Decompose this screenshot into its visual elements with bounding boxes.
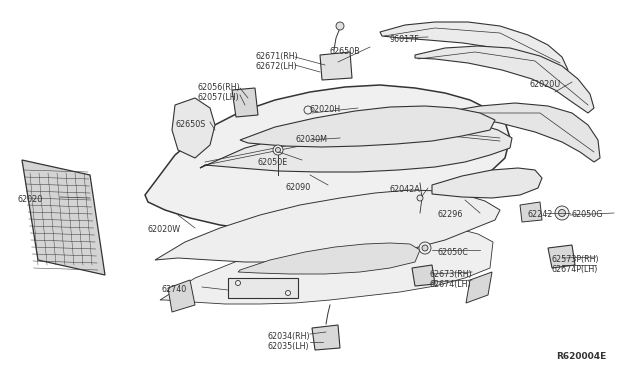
Polygon shape <box>320 52 352 80</box>
Text: 62671(RH): 62671(RH) <box>255 52 298 61</box>
Polygon shape <box>415 46 594 113</box>
Polygon shape <box>312 325 340 350</box>
Polygon shape <box>22 160 105 275</box>
Text: 62573P(RH): 62573P(RH) <box>552 255 600 264</box>
Polygon shape <box>466 272 492 303</box>
Polygon shape <box>432 168 542 198</box>
Text: 62672(LH): 62672(LH) <box>255 62 297 71</box>
Polygon shape <box>548 245 575 268</box>
Text: 62020: 62020 <box>18 195 44 204</box>
Circle shape <box>336 22 344 30</box>
Text: 62673(RH): 62673(RH) <box>430 270 473 279</box>
Polygon shape <box>520 202 542 222</box>
Polygon shape <box>238 243 420 274</box>
Circle shape <box>236 280 241 285</box>
Text: 96017F: 96017F <box>390 35 420 44</box>
Text: 62035(LH): 62035(LH) <box>268 342 310 351</box>
Text: 62020U: 62020U <box>530 80 561 89</box>
Polygon shape <box>228 278 298 298</box>
Text: 62674P(LH): 62674P(LH) <box>552 265 598 274</box>
Text: 62020W: 62020W <box>148 225 181 234</box>
Text: 62020H: 62020H <box>310 105 341 114</box>
Polygon shape <box>380 22 568 75</box>
Circle shape <box>559 209 566 217</box>
Text: 62242: 62242 <box>528 210 554 219</box>
Text: 62740: 62740 <box>162 285 188 294</box>
Text: 62034(RH): 62034(RH) <box>268 332 310 341</box>
Text: 62674(LH): 62674(LH) <box>430 280 472 289</box>
Polygon shape <box>412 265 435 286</box>
Polygon shape <box>240 106 495 147</box>
Polygon shape <box>415 103 600 162</box>
Text: 62050C: 62050C <box>438 248 469 257</box>
Text: 62650S: 62650S <box>176 120 206 129</box>
Polygon shape <box>200 120 512 172</box>
Polygon shape <box>145 85 510 234</box>
Circle shape <box>285 291 291 295</box>
Text: 62030M: 62030M <box>295 135 327 144</box>
Text: R620004E: R620004E <box>556 352 606 361</box>
Polygon shape <box>172 98 215 158</box>
Polygon shape <box>168 280 195 312</box>
Circle shape <box>275 148 280 153</box>
Text: 62050E: 62050E <box>258 158 288 167</box>
Circle shape <box>422 245 428 251</box>
Circle shape <box>417 195 423 201</box>
Text: 62296: 62296 <box>438 210 463 219</box>
Text: 62057(LH): 62057(LH) <box>198 93 240 102</box>
Text: 62056(RH): 62056(RH) <box>198 83 241 92</box>
Circle shape <box>273 145 283 155</box>
Text: 62042A: 62042A <box>390 185 420 194</box>
Polygon shape <box>160 226 493 304</box>
Text: 62650B: 62650B <box>330 47 361 56</box>
Polygon shape <box>155 190 500 262</box>
Polygon shape <box>232 88 258 117</box>
Circle shape <box>304 106 312 114</box>
Text: 62090: 62090 <box>285 183 310 192</box>
Circle shape <box>419 242 431 254</box>
Text: 62050G: 62050G <box>572 210 604 219</box>
Circle shape <box>555 206 569 220</box>
